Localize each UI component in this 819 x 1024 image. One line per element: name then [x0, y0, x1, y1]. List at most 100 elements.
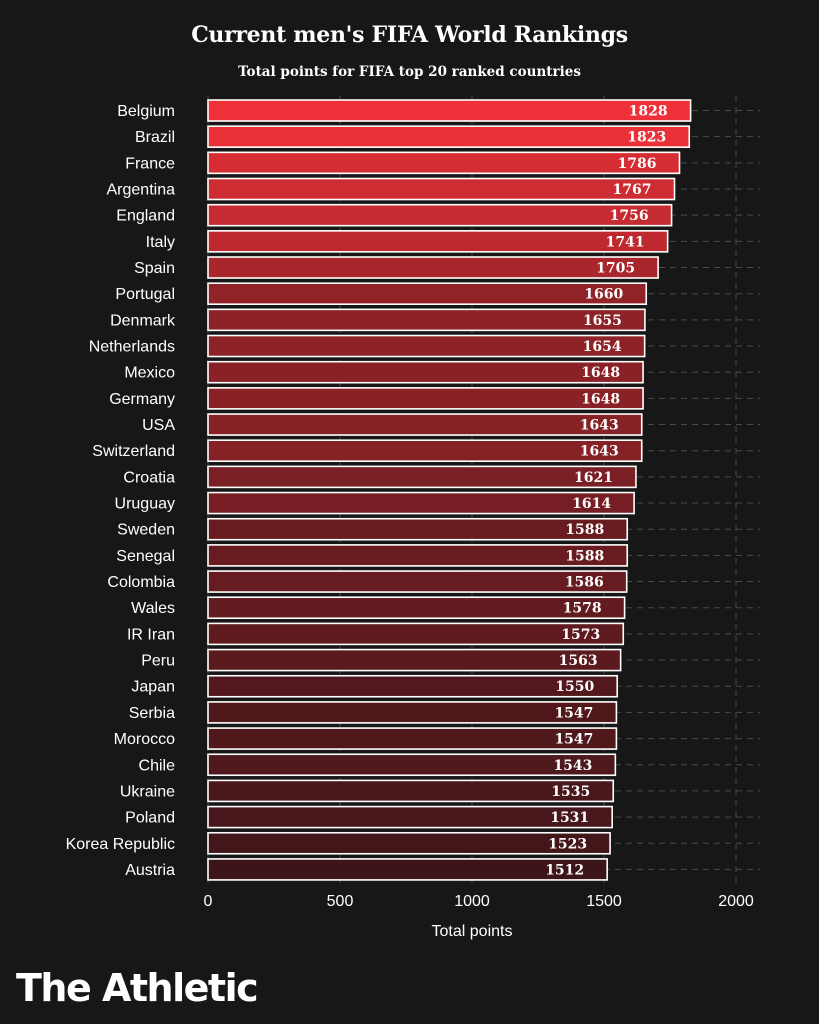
bar-value-label: 1655	[583, 313, 622, 329]
bar	[207, 701, 618, 724]
category-label: Austria	[125, 862, 175, 879]
x-tick-label: 2000	[718, 893, 754, 910]
the-athletic-logo: The Athletic	[16, 966, 259, 1010]
bar	[207, 413, 643, 436]
chart-title: Current men's FIFA World Rankings	[191, 22, 628, 48]
bar	[207, 387, 644, 410]
bar	[207, 125, 691, 148]
bar	[207, 465, 637, 489]
bar	[207, 99, 692, 122]
category-label: Japan	[131, 679, 175, 696]
bar-value-label: 1621	[574, 470, 613, 486]
category-label: France	[125, 155, 175, 172]
category-label: Morocco	[114, 731, 175, 748]
bar-value-label: 1643	[580, 444, 619, 460]
bar	[207, 177, 676, 201]
bar	[207, 151, 681, 175]
bar-value-label: 1512	[545, 862, 584, 878]
category-label: Italy	[146, 234, 175, 251]
bar	[207, 674, 619, 698]
bar	[207, 360, 644, 384]
bar	[207, 622, 625, 646]
bar	[207, 596, 626, 620]
category-label: Germany	[109, 391, 175, 408]
bar	[207, 230, 669, 253]
bar	[207, 727, 618, 750]
category-label: Brazil	[135, 129, 175, 146]
bar	[207, 648, 622, 672]
category-label: Denmark	[110, 312, 176, 329]
bar-value-label: 1643	[580, 418, 619, 434]
bar	[207, 544, 629, 567]
bar-value-label: 1648	[581, 365, 620, 381]
bar-value-label: 1550	[555, 679, 594, 695]
category-label: Sweden	[117, 522, 175, 539]
category-label: Peru	[141, 653, 175, 670]
bar	[207, 805, 613, 829]
bar	[207, 779, 615, 803]
bar-value-label: 1523	[548, 836, 587, 852]
chart-subtitle: Total points for FIFA top 20 ranked coun…	[238, 64, 581, 80]
bar-value-label: 1588	[565, 548, 604, 564]
bar-value-label: 1531	[550, 810, 589, 826]
category-label: Mexico	[124, 365, 175, 382]
bar-value-label: 1823	[627, 130, 666, 146]
bar-value-label: 1705	[596, 261, 635, 277]
bar	[207, 570, 628, 593]
bar-value-label: 1588	[565, 522, 604, 538]
category-label: USA	[142, 417, 175, 434]
category-label: Korea Republic	[66, 836, 175, 853]
x-tick-label: 500	[327, 893, 354, 910]
category-label: IR Iran	[127, 626, 175, 643]
bar-value-label: 1547	[554, 705, 593, 721]
bar-value-label: 1786	[618, 156, 657, 172]
bar	[207, 491, 635, 515]
bar-value-label: 1547	[554, 732, 593, 748]
x-tick-label: 1500	[586, 893, 622, 910]
bar	[207, 256, 659, 279]
category-label: Uruguay	[115, 496, 175, 513]
bar-value-label: 1767	[613, 182, 652, 198]
category-label: Serbia	[129, 705, 175, 722]
bar-value-label: 1828	[629, 104, 668, 120]
bar-value-label: 1586	[565, 575, 604, 591]
category-label: Wales	[131, 600, 175, 617]
category-label: Argentina	[107, 182, 176, 199]
x-tick-label: 0	[204, 893, 213, 910]
bar	[207, 753, 617, 777]
bar-value-label: 1535	[551, 784, 590, 800]
bar	[207, 282, 648, 305]
bar-value-label: 1543	[553, 758, 592, 774]
category-label: Senegal	[116, 548, 175, 565]
bar	[207, 517, 629, 541]
bar	[207, 334, 646, 358]
bar-value-label: 1614	[572, 496, 611, 512]
category-label: Poland	[125, 810, 175, 827]
bar-value-label: 1741	[606, 234, 645, 250]
bar-value-label: 1563	[559, 653, 598, 669]
x-tick-label: 1000	[454, 893, 490, 910]
bar-value-label: 1654	[583, 339, 622, 355]
bar-value-label: 1573	[561, 627, 600, 643]
category-label: Croatia	[123, 469, 175, 486]
bar-value-label: 1660	[584, 287, 623, 303]
bar	[207, 439, 643, 463]
category-label: Chile	[139, 757, 176, 774]
bar	[207, 308, 646, 332]
category-label: Colombia	[107, 574, 175, 591]
bar-value-label: 1756	[610, 208, 649, 224]
bar	[207, 831, 611, 855]
bar	[207, 203, 673, 227]
bar	[207, 858, 608, 881]
bar-chart: 1828 Belgium 1823 Brazil 1786 France 1767 Argen…	[66, 96, 760, 940]
bar-value-label: 1648	[581, 391, 620, 407]
category-label: Spain	[134, 260, 175, 277]
category-label: Portugal	[115, 286, 175, 303]
category-label: Belgium	[117, 103, 175, 120]
category-label: Ukraine	[120, 783, 175, 800]
bar-value-label: 1578	[563, 601, 602, 617]
category-label: England	[116, 208, 175, 225]
category-label: Switzerland	[92, 443, 175, 460]
category-label: Netherlands	[89, 339, 175, 356]
x-axis-label: Total points	[432, 923, 513, 940]
